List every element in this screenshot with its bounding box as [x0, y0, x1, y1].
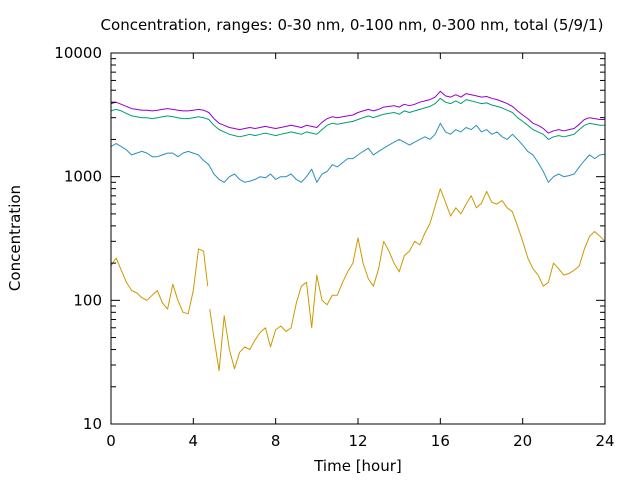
- y-tick-label: 100: [73, 291, 102, 309]
- x-axis-label: Time [hour]: [313, 457, 402, 475]
- y-axis-label: Concentration: [6, 185, 24, 291]
- x-tick-label: 20: [513, 432, 532, 450]
- series-line-4: [110, 90, 605, 134]
- chart-title: Concentration, ranges: 0-30 nm, 0-100 nm…: [101, 16, 604, 34]
- y-tick-label: 10: [83, 415, 102, 433]
- x-tick-label: 24: [595, 432, 614, 450]
- x-tick-label: 16: [431, 432, 450, 450]
- x-tick-label: 0: [106, 432, 116, 450]
- x-tick-label: 4: [189, 432, 199, 450]
- x-tick-label: 12: [348, 432, 367, 450]
- series-group: [110, 90, 606, 372]
- series-line-2: [110, 122, 606, 183]
- series-line-1: [110, 188, 606, 372]
- x-tick-label: 8: [271, 432, 281, 450]
- x-axis: 0 4 8 12 16 20 24: [106, 53, 615, 450]
- series-line-3: [110, 97, 605, 140]
- y-tick-label: 1000: [64, 168, 102, 186]
- y-tick-label: 10000: [54, 44, 102, 62]
- y-axis: 10 100 1000 10000: [54, 44, 605, 433]
